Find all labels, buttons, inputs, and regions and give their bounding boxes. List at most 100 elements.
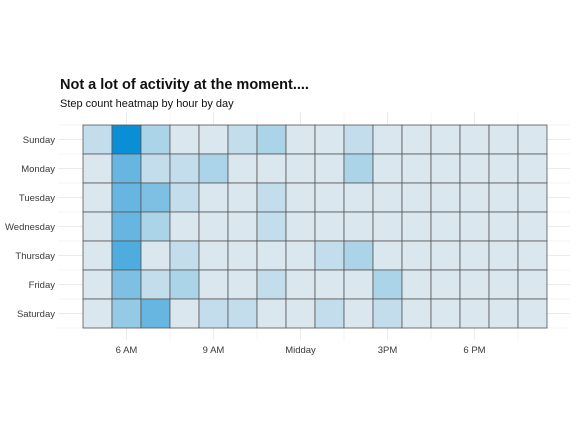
heatmap-cell xyxy=(517,211,548,242)
heatmap-cell xyxy=(314,153,345,184)
heatmap-cell xyxy=(227,153,258,184)
heatmap-cell xyxy=(314,124,345,155)
heatmap-cell xyxy=(82,182,113,213)
heatmap-cell xyxy=(198,211,229,242)
heatmap-cell xyxy=(169,240,200,271)
heatmap-cell xyxy=(256,211,287,242)
chart-subtitle: Step count heatmap by hour by day xyxy=(60,98,234,110)
heatmap-cell xyxy=(401,269,432,300)
heatmap-cell xyxy=(488,269,519,300)
heatmap-cell xyxy=(517,124,548,155)
heatmap-cell xyxy=(430,211,461,242)
heatmap-cell xyxy=(459,153,490,184)
heatmap-cell xyxy=(517,240,548,271)
heatmap-cell xyxy=(227,211,258,242)
heatmap-cell xyxy=(140,240,171,271)
x-tick-label: 3PM xyxy=(378,345,398,356)
heatmap-cell xyxy=(314,211,345,242)
heatmap-cell xyxy=(111,269,142,300)
heatmap-cell xyxy=(256,124,287,155)
heatmap-cell xyxy=(314,269,345,300)
heatmap-cell xyxy=(227,182,258,213)
heatmap-cell xyxy=(343,269,374,300)
heatmap-cell xyxy=(198,269,229,300)
heatmap-cell xyxy=(430,153,461,184)
heatmap-cell xyxy=(488,124,519,155)
heatmap-cell xyxy=(488,298,519,329)
heatmap-cell xyxy=(314,182,345,213)
y-tick-label: Monday xyxy=(21,164,55,175)
heatmap-cell xyxy=(430,298,461,329)
heatmap-cell xyxy=(488,153,519,184)
heatmap-cell xyxy=(314,240,345,271)
heatmap-cell xyxy=(82,298,113,329)
heatmap-cell xyxy=(111,124,142,155)
heatmap-cell xyxy=(285,182,316,213)
heatmap-cell xyxy=(82,240,113,271)
heatmap-cell xyxy=(82,211,113,242)
heatmap-cell xyxy=(517,269,548,300)
y-tick-label: Sunday xyxy=(23,135,55,146)
heatmap-cell xyxy=(314,298,345,329)
heatmap-cell xyxy=(140,298,171,329)
heatmap-cell xyxy=(227,240,258,271)
heatmap-cell xyxy=(488,240,519,271)
heatmap-cell xyxy=(140,269,171,300)
heatmap-cell xyxy=(256,298,287,329)
heatmap-cell xyxy=(459,298,490,329)
heatmap-cell xyxy=(140,124,171,155)
heatmap-cell xyxy=(285,298,316,329)
y-tick-label: Friday xyxy=(29,280,56,291)
heatmap-cell xyxy=(372,298,403,329)
heatmap-cell xyxy=(140,153,171,184)
heatmap-cell xyxy=(256,182,287,213)
heatmap-cell xyxy=(343,182,374,213)
heatmap-cell xyxy=(401,124,432,155)
heatmap-cell xyxy=(169,182,200,213)
heatmap-cell xyxy=(111,298,142,329)
heatmap-cell xyxy=(227,298,258,329)
heatmap-cell xyxy=(372,269,403,300)
heatmap-cell xyxy=(169,298,200,329)
heatmap-cell xyxy=(372,182,403,213)
heatmap-cell xyxy=(459,211,490,242)
heatmap-cell xyxy=(343,211,374,242)
heatmap-cell xyxy=(459,240,490,271)
heatmap-cell xyxy=(517,153,548,184)
heatmap-cell xyxy=(111,240,142,271)
heatmap-cell xyxy=(430,124,461,155)
heatmap-cell xyxy=(285,240,316,271)
heatmap-cell xyxy=(401,182,432,213)
heatmap-cell xyxy=(227,269,258,300)
y-tick-label: Saturday xyxy=(17,309,55,320)
heatmap-cell xyxy=(372,153,403,184)
heatmap-cell xyxy=(343,124,374,155)
y-tick-label: Wednesday xyxy=(5,222,55,233)
heatmap-cell xyxy=(343,298,374,329)
heatmap-cell xyxy=(111,153,142,184)
heatmap-cell xyxy=(459,182,490,213)
heatmap-cell xyxy=(372,211,403,242)
heatmap-cell xyxy=(430,182,461,213)
x-tick-label: Midday xyxy=(285,345,316,356)
heatmap-cell xyxy=(256,153,287,184)
heatmap-cell xyxy=(198,153,229,184)
heatmap-cell xyxy=(285,153,316,184)
y-tick-label: Thursday xyxy=(15,251,55,262)
heatmap-cell xyxy=(198,240,229,271)
heatmap-cell xyxy=(198,124,229,155)
heatmap-cell xyxy=(401,240,432,271)
heatmap-cell xyxy=(285,269,316,300)
heatmap-cell xyxy=(198,298,229,329)
heatmap-cell xyxy=(430,240,461,271)
heatmap-cell xyxy=(285,124,316,155)
heatmap-cell xyxy=(169,124,200,155)
heatmap-cell xyxy=(82,153,113,184)
chart-title: Not a lot of activity at the moment.... xyxy=(60,77,309,93)
heatmap-cell xyxy=(488,182,519,213)
heatmap-cell xyxy=(169,211,200,242)
heatmap-cell xyxy=(82,124,113,155)
heatmap-cell xyxy=(256,269,287,300)
heatmap-cell xyxy=(401,211,432,242)
